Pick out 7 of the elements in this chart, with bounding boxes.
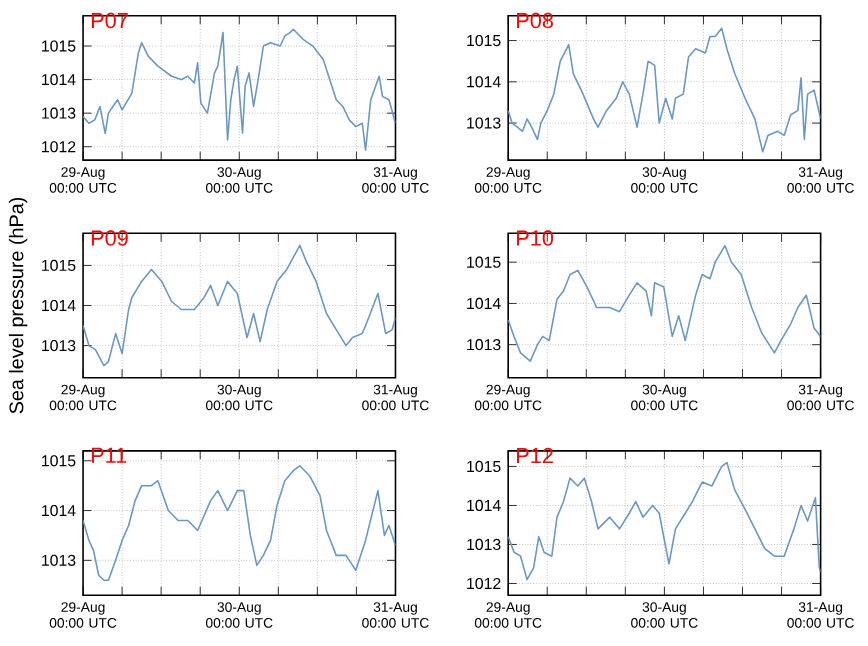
chart-title: P12 [517,447,553,463]
chart-title: P10 [517,230,554,246]
chart-title: P08 [517,12,553,28]
chart-title: P07 [91,12,128,28]
y-axis-title: Sea level pressure (hPa) [8,197,28,414]
chart-title: P11 [91,447,127,463]
chart-title: P09 [91,230,128,246]
